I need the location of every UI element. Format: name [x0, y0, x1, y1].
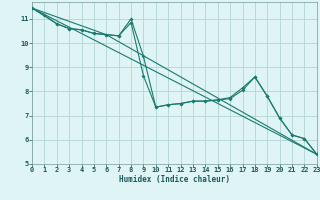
X-axis label: Humidex (Indice chaleur): Humidex (Indice chaleur): [119, 175, 230, 184]
